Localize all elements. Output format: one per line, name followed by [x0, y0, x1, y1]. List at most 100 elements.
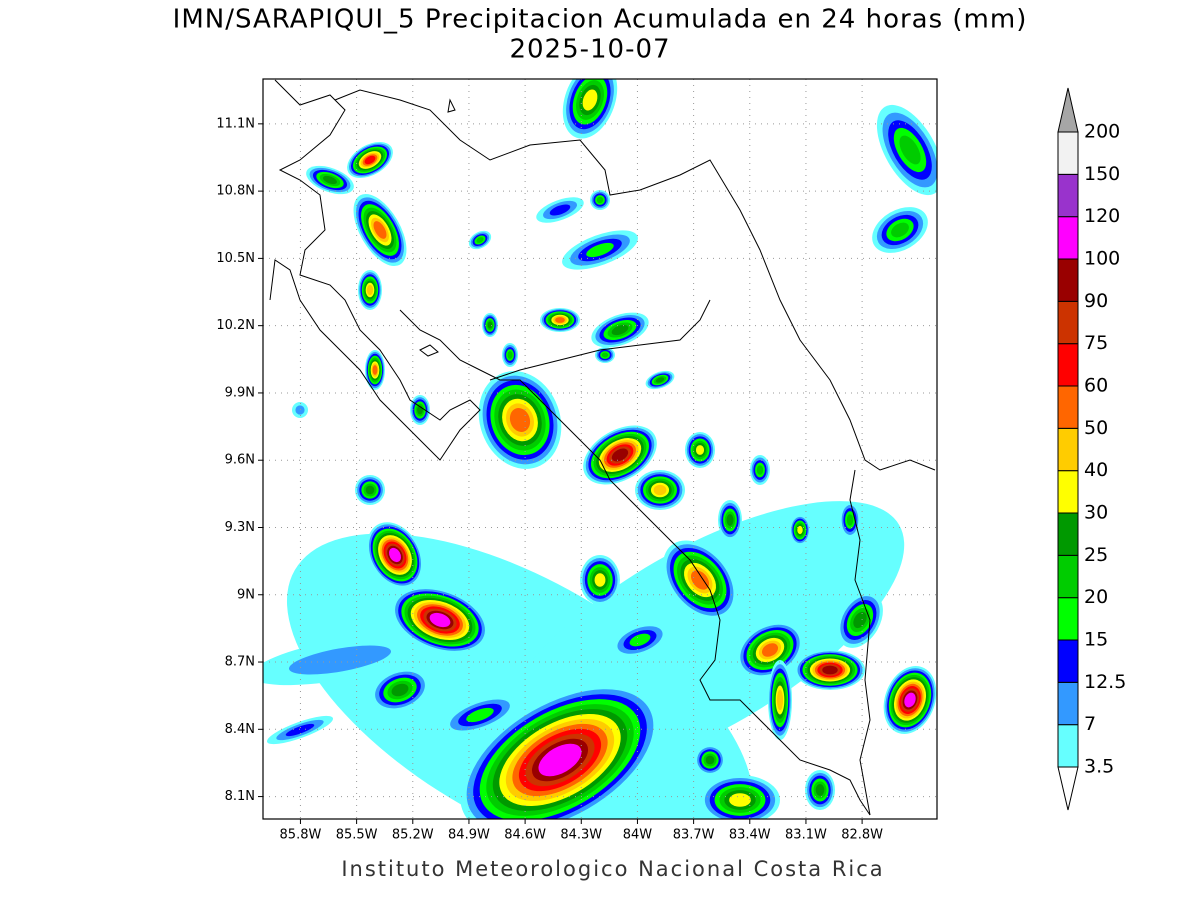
- coastlines: [269, 79, 936, 816]
- subtitle: 2025-10-07: [509, 35, 670, 65]
- precip-contour: [364, 155, 376, 165]
- precip-contour: [611, 324, 629, 336]
- y-tick-label: 9.9N: [225, 385, 255, 400]
- precip-contour: [904, 692, 916, 708]
- colorbar-label: 25: [1084, 544, 1108, 566]
- precip-contour: [761, 643, 779, 657]
- pacific-coast: [269, 79, 481, 461]
- precip-contour: [366, 284, 374, 296]
- colorbar-box: [1057, 216, 1079, 260]
- colorbar-box: [1057, 639, 1079, 683]
- x-tick-label: 82.8W: [841, 828, 883, 843]
- colorbar-box: [1057, 597, 1079, 641]
- precip-contour: [596, 196, 604, 204]
- precip-contour: [690, 570, 710, 590]
- x-tick-label: 84.3W: [560, 828, 602, 843]
- colorbar-box: [1057, 427, 1079, 472]
- precip-contour: [653, 484, 667, 496]
- precip-contour: [288, 645, 392, 675]
- precip-contour: [846, 514, 854, 526]
- colorbar-label: 40: [1084, 459, 1108, 481]
- colorbar-box: [1057, 681, 1079, 726]
- y-tick-label: 10.5N: [216, 251, 255, 266]
- colorbar-label: 150: [1084, 163, 1120, 185]
- precip-contour: [695, 445, 705, 455]
- colorbar-label: 100: [1084, 248, 1120, 270]
- precip-contour: [815, 784, 825, 796]
- precip-contour: [323, 175, 337, 185]
- colorbar-box: [1057, 173, 1079, 218]
- x-tick-label: 83.7W: [673, 828, 715, 843]
- y-tick-label: 8.7N: [225, 655, 255, 670]
- title: IMN/SARAPIQUI_5 Precipitacion Acumulada …: [173, 5, 1028, 35]
- colorbar-label: 60: [1084, 375, 1108, 397]
- y-tick-label: 11.1N: [216, 116, 255, 131]
- precip-contour: [756, 465, 764, 475]
- colorbar-label: 90: [1084, 290, 1108, 312]
- precip-contour: [853, 611, 867, 629]
- gulf-coast: [399, 309, 871, 816]
- x-tick-label: 84.6W: [504, 828, 546, 843]
- precip-field: [263, 79, 937, 819]
- precip-contour: [372, 365, 378, 375]
- precip-contour: [586, 242, 614, 258]
- y-tick-label: 10.8N: [216, 184, 255, 199]
- caribbean-coast: [334, 89, 936, 471]
- precip-contour: [655, 377, 665, 383]
- precip-contour: [797, 525, 803, 535]
- y-tick-label: 8.4N: [225, 722, 255, 737]
- precip-contour: [822, 665, 838, 675]
- colorbar-box: [1057, 131, 1079, 175]
- precip-contour: [549, 204, 571, 216]
- colorbar-box: [1057, 724, 1079, 768]
- precip-contour: [509, 408, 531, 432]
- colorbar-label: 120: [1084, 205, 1120, 227]
- x-tick-label: 83.1W: [785, 828, 827, 843]
- precip-contour: [582, 89, 598, 111]
- precip-contour: [476, 237, 484, 243]
- colorbar-box: [1057, 470, 1079, 514]
- colorbar-label: 75: [1084, 332, 1108, 354]
- colorbar-box: [1057, 512, 1079, 556]
- colorbar-label: 12.5: [1084, 671, 1126, 693]
- colorbar-under: [1057, 766, 1079, 811]
- y-tick-label: 9.6N: [225, 453, 255, 468]
- precip-contour: [629, 633, 651, 647]
- colorbar-box: [1057, 258, 1079, 302]
- x-tick-label: 84.9W: [448, 828, 490, 843]
- colorbar-label: 20: [1084, 586, 1108, 608]
- colorbar-box: [1057, 300, 1079, 345]
- border-south: [849, 469, 871, 816]
- precip-contour: [285, 723, 315, 737]
- colorbar-label: 3.5: [1084, 756, 1114, 778]
- colorbar-label: 7: [1084, 713, 1096, 735]
- precip-contour: [507, 351, 513, 359]
- colorbar-over: [1057, 87, 1079, 133]
- lake: [419, 98, 456, 357]
- precip-contour: [365, 485, 375, 495]
- colorbar-box: [1057, 343, 1079, 387]
- y-tick-label: 9.3N: [225, 520, 255, 535]
- credit: Instituto Meteorologico Nacional Costa R…: [341, 857, 884, 881]
- x-tick-label: 83.4W: [729, 828, 771, 843]
- precip-contour: [373, 221, 387, 239]
- border-north: [489, 299, 711, 381]
- colorbar-label: 50: [1084, 417, 1108, 439]
- y-tick-label: 10.2N: [216, 318, 255, 333]
- precip-contour: [538, 743, 582, 777]
- x-tick-label: 85.5W: [336, 828, 378, 843]
- precip-contour: [611, 448, 629, 462]
- precip-contour: [389, 547, 401, 563]
- precip-contour: [594, 573, 606, 587]
- precip-contour: [487, 321, 493, 329]
- precip-contour: [891, 222, 909, 238]
- colorbar-box: [1057, 385, 1079, 429]
- precip-contour: [601, 352, 609, 358]
- precip-contour: [729, 793, 751, 807]
- precip-contour: [776, 689, 784, 711]
- grid: 85.8W 85.5W 85.2W 84.9W 84.6W 84.3W 84W 83.7W 83…: [216, 79, 937, 843]
- precip-contour: [705, 755, 715, 765]
- x-tick-label: 85.2W: [392, 828, 434, 843]
- colorbar-label: 15: [1084, 629, 1108, 651]
